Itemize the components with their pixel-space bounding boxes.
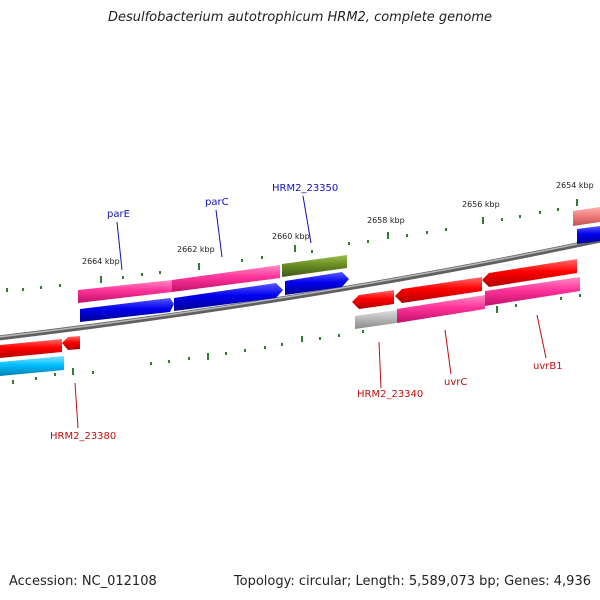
- genome-summary-text: Topology: circular; Length: 5,589,073 bp…: [233, 574, 591, 589]
- upper-tick-ring: [6, 199, 578, 292]
- gene-label-hrm2-23380[interactable]: HRM2_23380: [50, 431, 116, 442]
- scale-label-2664: 2664 kbp: [82, 257, 120, 266]
- cds-hrm2-23380[interactable]: [0, 356, 64, 376]
- protein-hrm2-23350[interactable]: [285, 272, 349, 295]
- protein-parE[interactable]: [80, 298, 174, 322]
- gene-label-uvrB1[interactable]: uvrB1: [533, 361, 563, 372]
- protein-uvrC[interactable]: [395, 277, 482, 303]
- label-leaders: [74, 195, 547, 429]
- scale-label-2656: 2656 kbp: [462, 200, 500, 209]
- protein-hrm2-23380[interactable]: [62, 336, 80, 350]
- protein-parC[interactable]: [174, 283, 283, 311]
- scale-label-2660: 2660 kbp: [272, 232, 310, 241]
- cds-parC[interactable]: [172, 265, 280, 292]
- gene-label-parE[interactable]: parE: [107, 209, 130, 220]
- gene-label-hrm2-23340[interactable]: HRM2_23340: [357, 389, 423, 400]
- gene-label-uvrC[interactable]: uvrC: [444, 377, 467, 388]
- gene-label-hrm2-23350[interactable]: HRM2_23350: [272, 183, 338, 194]
- protein-uvrB1[interactable]: [482, 259, 577, 287]
- protein-edge-right-blue[interactable]: [577, 226, 600, 244]
- genome-backbone-highlight: [0, 238, 600, 338]
- scale-label-2662: 2662 kbp: [177, 245, 215, 254]
- cds-parE[interactable]: [78, 280, 172, 303]
- cds-uvrB1[interactable]: [485, 277, 580, 306]
- cds-edge-right-salmon[interactable]: [573, 207, 600, 226]
- genome-backbone: [0, 237, 600, 341]
- scale-label-2658: 2658 kbp: [367, 216, 405, 225]
- scale-label-2654: 2654 kbp: [556, 181, 594, 190]
- cds-hrm2-23340[interactable]: [355, 310, 397, 329]
- gene-label-parC[interactable]: parC: [205, 197, 229, 208]
- accession-text: Accession: NC_012108: [9, 574, 157, 589]
- lower-tick-ring: [12, 294, 581, 384]
- cds-uvrC[interactable]: [397, 295, 485, 323]
- cds-hrm2-23350[interactable]: [282, 255, 347, 277]
- protein-edge-left-red[interactable]: [0, 339, 62, 358]
- protein-hrm2-23340[interactable]: [352, 290, 394, 309]
- map-title: Desulfobacterium autotrophicum HRM2, com…: [107, 10, 493, 25]
